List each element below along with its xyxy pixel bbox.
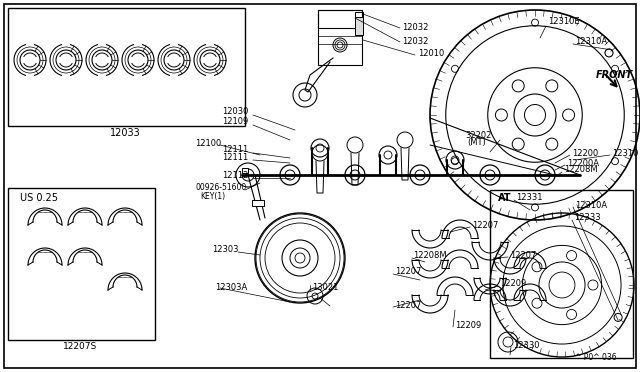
Text: 13021: 13021 <box>312 283 339 292</box>
Text: 12207: 12207 <box>395 267 421 276</box>
Text: FRONT: FRONT <box>596 70 633 80</box>
Text: 12333: 12333 <box>574 214 600 222</box>
Text: 12207S: 12207S <box>63 342 97 351</box>
Text: 12207: 12207 <box>395 301 421 310</box>
Text: AT: AT <box>498 193 511 203</box>
Text: 12112: 12112 <box>222 171 248 180</box>
Text: 12111: 12111 <box>222 154 248 163</box>
Text: 12208M: 12208M <box>413 251 447 260</box>
Text: 12030: 12030 <box>222 108 248 116</box>
Bar <box>318 10 362 65</box>
Text: 12208M: 12208M <box>564 166 598 174</box>
Bar <box>318 10 362 28</box>
Text: 12200A: 12200A <box>567 158 599 167</box>
Bar <box>355 12 363 17</box>
Text: 12033: 12033 <box>109 128 140 138</box>
Text: 12209: 12209 <box>500 279 526 289</box>
Text: 12310A: 12310A <box>575 201 607 209</box>
Bar <box>242 168 248 173</box>
Text: 12109: 12109 <box>222 118 248 126</box>
Text: 12331: 12331 <box>516 193 543 202</box>
Text: US 0.25: US 0.25 <box>20 193 58 203</box>
Text: 12310A: 12310A <box>575 38 607 46</box>
Text: 12207: 12207 <box>510 250 536 260</box>
Bar <box>355 17 363 35</box>
Bar <box>490 190 633 358</box>
Text: 12032: 12032 <box>402 22 428 32</box>
Text: 12100: 12100 <box>195 138 221 148</box>
Text: KEY(1): KEY(1) <box>200 192 225 201</box>
Text: 12310E: 12310E <box>548 17 580 26</box>
Text: 12303: 12303 <box>212 246 239 254</box>
Text: 12200: 12200 <box>572 148 598 157</box>
Bar <box>8 8 245 126</box>
Bar <box>8 188 155 340</box>
Text: 12207: 12207 <box>472 221 499 230</box>
Text: 12209: 12209 <box>455 321 481 330</box>
Text: 12310: 12310 <box>612 148 638 157</box>
Bar <box>252 200 264 206</box>
Text: 12032: 12032 <box>402 38 428 46</box>
Text: 32202: 32202 <box>465 131 492 140</box>
Text: (MT): (MT) <box>467 138 486 148</box>
Text: 12330: 12330 <box>513 340 540 350</box>
Text: 12010: 12010 <box>418 49 444 58</box>
Text: 12111: 12111 <box>222 145 248 154</box>
Text: 12303A: 12303A <box>215 283 247 292</box>
Text: ^ P0^ 036: ^ P0^ 036 <box>575 353 616 362</box>
Text: 00926-51600: 00926-51600 <box>195 183 246 192</box>
